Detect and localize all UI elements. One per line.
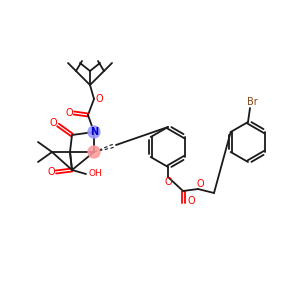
Text: N: N [90, 127, 98, 137]
Text: O: O [164, 177, 172, 187]
Text: O: O [95, 94, 103, 104]
Text: Br: Br [247, 97, 257, 107]
Text: O: O [49, 118, 57, 128]
Text: O: O [196, 179, 204, 189]
Text: O: O [187, 196, 195, 206]
Text: OH: OH [88, 169, 102, 178]
Circle shape [88, 126, 100, 138]
Text: O: O [47, 167, 55, 177]
Text: O: O [65, 108, 73, 118]
Circle shape [88, 146, 100, 158]
